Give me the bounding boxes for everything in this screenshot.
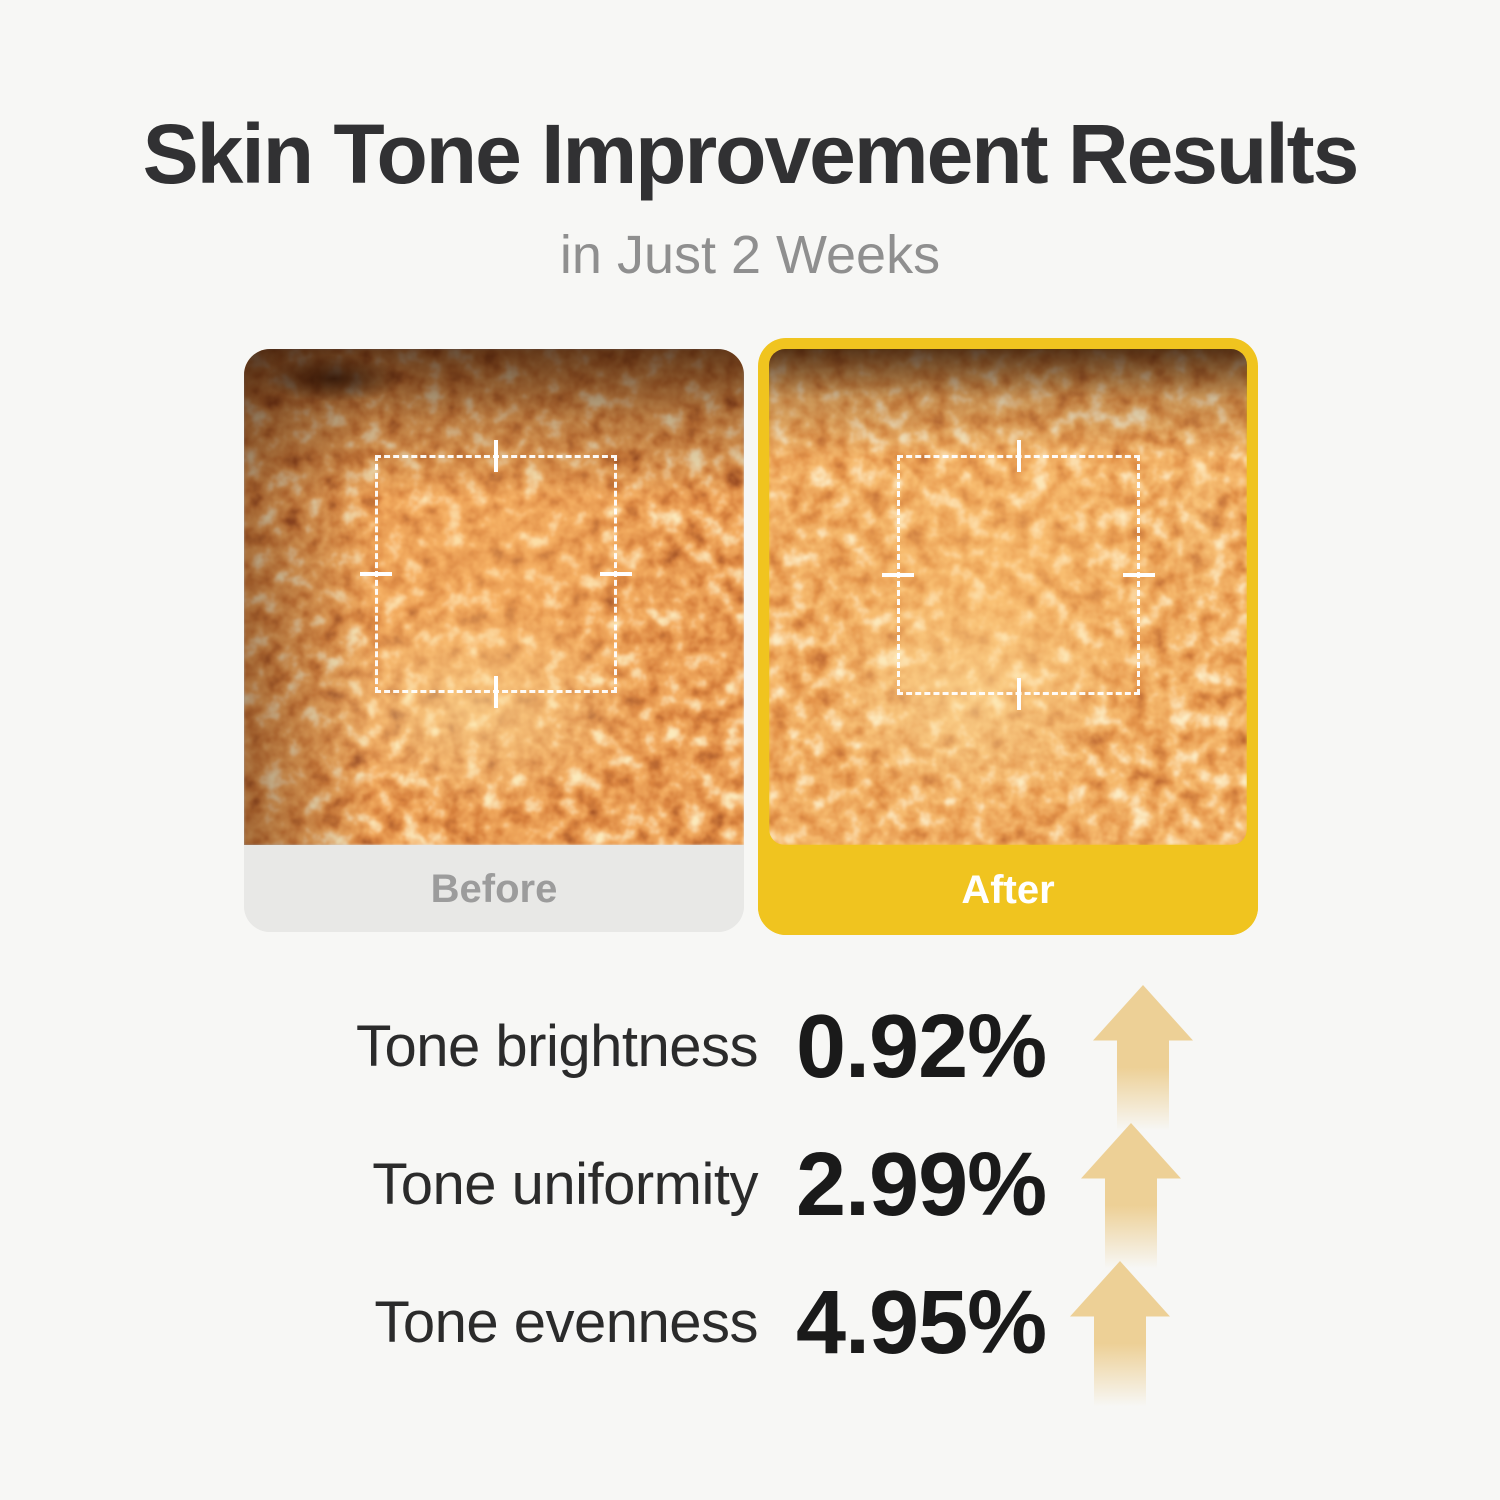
stats-list: Tone brightness 0.92% Tone uniformity 2.… <box>298 978 1193 1411</box>
arrow-up-icon <box>1081 1123 1181 1273</box>
tick-mark-left <box>360 572 392 576</box>
stat-value: 4.95% <box>796 1273 1047 1373</box>
arrow-up-icon <box>1093 985 1193 1135</box>
stat-value: 0.92% <box>796 997 1047 1097</box>
after-label-bar: After <box>758 845 1258 935</box>
stat-label: Tone brightness <box>356 1014 758 1079</box>
tick-mark-top <box>1016 440 1021 472</box>
before-label: Before <box>430 866 558 911</box>
tick-mark-right <box>1123 573 1155 577</box>
before-measurement-roi-box <box>360 440 632 708</box>
page-subtitle: in Just 2 Weeks <box>559 225 941 285</box>
after-skin-photo <box>769 349 1247 845</box>
after-card: After <box>758 338 1258 935</box>
tick-mark-right <box>600 572 632 576</box>
after-label: After <box>961 868 1055 912</box>
stat-row-tone-evenness: Tone evenness 4.95% <box>298 1254 1184 1411</box>
before-label-bar: Before <box>244 845 744 932</box>
tick-mark-left <box>882 573 914 577</box>
before-skin-photo <box>244 349 744 845</box>
after-measurement-roi-box <box>882 440 1155 710</box>
page-title: Skin Tone Improvement Results <box>142 107 1360 201</box>
tick-mark-bottom <box>494 676 498 708</box>
stat-value: 2.99% <box>796 1135 1047 1235</box>
stat-label: Tone evenness <box>374 1290 758 1355</box>
arrow-up-icon <box>1070 1261 1170 1411</box>
tick-mark-top <box>494 440 498 472</box>
stat-row-tone-uniformity: Tone uniformity 2.99% <box>298 1116 1184 1273</box>
stat-row-tone-brightness: Tone brightness 0.92% <box>298 978 1193 1135</box>
stat-label: Tone uniformity <box>372 1152 758 1217</box>
before-card: Before <box>244 349 744 932</box>
tick-mark-bottom <box>1016 678 1021 710</box>
